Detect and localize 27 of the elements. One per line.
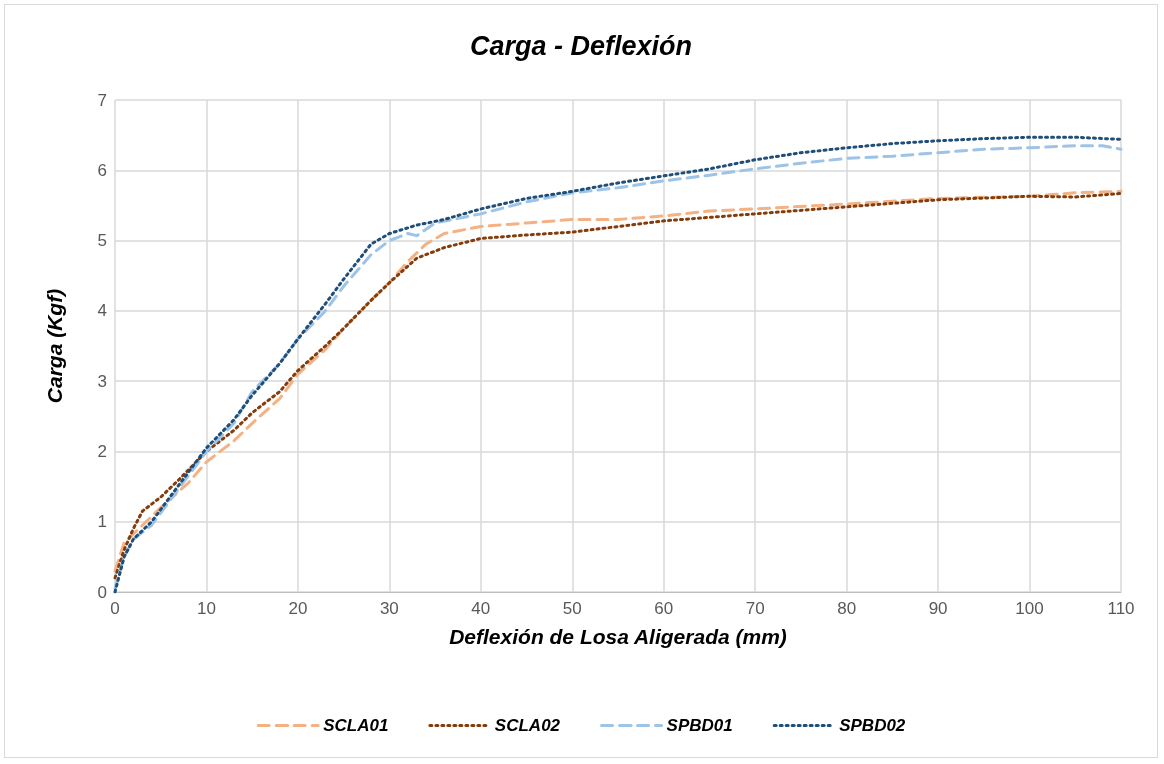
x-tick-label: 60 (654, 599, 674, 618)
y-tick-label: 3 (97, 371, 107, 391)
legend-label: SCLA01 (323, 716, 389, 735)
x-tick-label: 40 (471, 599, 491, 618)
chart-title: Carga - Deflexión (469, 30, 693, 61)
x-tick-label: 50 (562, 599, 582, 618)
y-tick-label: 6 (97, 160, 107, 180)
legend-label: SPBD02 (839, 716, 906, 735)
x-tick-label: 110 (1107, 599, 1135, 618)
y-tick-label: 7 (97, 90, 107, 110)
legend-label: SPBD01 (666, 716, 733, 735)
y-tick-label: 2 (97, 441, 107, 461)
x-tick-label: 80 (837, 599, 857, 618)
x-tick-label: 90 (928, 599, 948, 618)
y-tick-label: 5 (97, 231, 107, 251)
x-tick-label: 20 (288, 599, 308, 618)
y-axis-title: Carga (Kgf) (43, 288, 66, 404)
y-tick-label: 4 (97, 301, 107, 321)
x-tick-label: 0 (110, 599, 120, 618)
x-tick-label: 10 (196, 599, 216, 618)
x-tick-label: 70 (745, 599, 765, 618)
y-tick-label: 1 (97, 512, 107, 532)
x-tick-label: 100 (1015, 599, 1044, 618)
y-tick-label: 0 (97, 582, 107, 602)
x-tick-label: 30 (379, 599, 399, 618)
x-axis-title: Deflexión de Losa Aligerada (mm) (449, 625, 787, 648)
legend-label: SCLA02 (494, 716, 561, 735)
